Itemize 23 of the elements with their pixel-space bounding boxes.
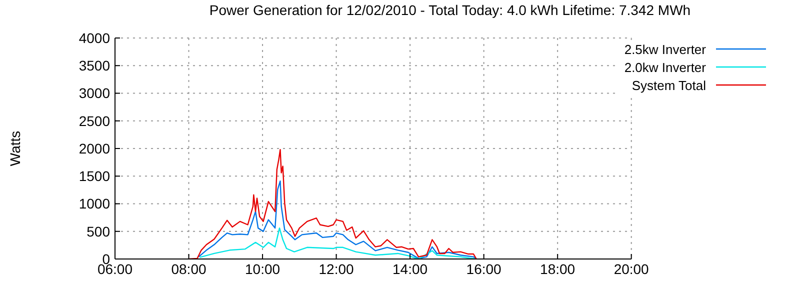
y-tick-label: 1500 [78, 168, 110, 184]
y-tick-label: 2500 [78, 112, 110, 129]
legend-label: System Total [632, 78, 706, 92]
y-tick-label: 500 [86, 223, 110, 240]
legend-label: 2.0kw Inverter [624, 60, 706, 74]
y-tick-label: 3000 [78, 85, 110, 102]
chart-title: Power Generation for 12/02/2010 - Total Today: 4.0 kWh Lifetime: 7.342 MWh [208, 2, 692, 18]
line-series [198, 180, 477, 259]
x-tick-label: 14:00 [392, 260, 428, 277]
y-axis-title: Watts [6, 130, 23, 166]
legend-label: 2.5kw Inverter [624, 42, 706, 56]
x-tick-label: 18:00 [540, 260, 576, 277]
x-tick-label: 12:00 [318, 260, 354, 277]
y-tick-label: 1000 [78, 196, 110, 212]
line-series [199, 227, 477, 259]
y-tick-label: 2000 [78, 140, 110, 156]
x-tick-label: 16:00 [466, 260, 502, 277]
line-series [188, 149, 478, 259]
x-tick-label: 10:00 [245, 260, 280, 277]
y-tick-label: 4000 [78, 30, 110, 46]
x-tick-label: 20:00 [614, 260, 650, 277]
x-tick-label: 08:00 [171, 260, 206, 277]
y-tick-label: 3500 [78, 58, 110, 74]
